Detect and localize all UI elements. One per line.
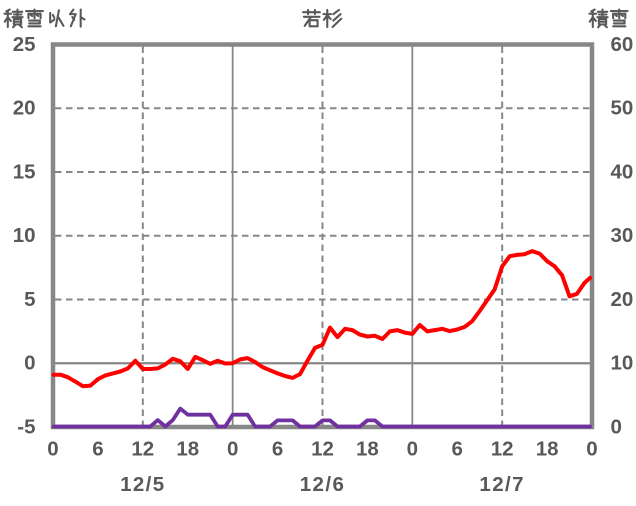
svg-text:6: 6 [272,438,283,461]
svg-text:12/6: 12/6 [300,473,346,496]
svg-text:20: 20 [611,288,634,311]
svg-text:40: 40 [611,160,634,183]
svg-text:12/5: 12/5 [120,473,166,496]
svg-text:25: 25 [13,33,36,56]
svg-text:0: 0 [47,438,58,461]
svg-text:30: 30 [611,224,634,247]
svg-text:12/7: 12/7 [479,473,525,496]
svg-text:18: 18 [356,438,379,461]
svg-text:6: 6 [451,438,462,461]
svg-text:0: 0 [407,438,418,461]
svg-text:0: 0 [586,438,597,461]
svg-text:18: 18 [536,438,559,461]
svg-text:18: 18 [176,438,199,461]
svg-text:10: 10 [611,352,634,375]
svg-text:50: 50 [611,97,634,120]
svg-text:5: 5 [24,288,35,311]
svg-text:10: 10 [13,224,36,247]
svg-text:0: 0 [611,415,622,438]
svg-text:0: 0 [24,352,35,375]
svg-text:15: 15 [13,160,36,183]
svg-text:20: 20 [13,97,36,120]
svg-text:-5: -5 [17,415,35,438]
svg-text:12: 12 [131,438,154,461]
svg-text:12: 12 [311,438,334,461]
svg-text:12: 12 [491,438,514,461]
svg-text:60: 60 [611,33,634,56]
svg-text:0: 0 [227,438,238,461]
svg-text:6: 6 [92,438,103,461]
